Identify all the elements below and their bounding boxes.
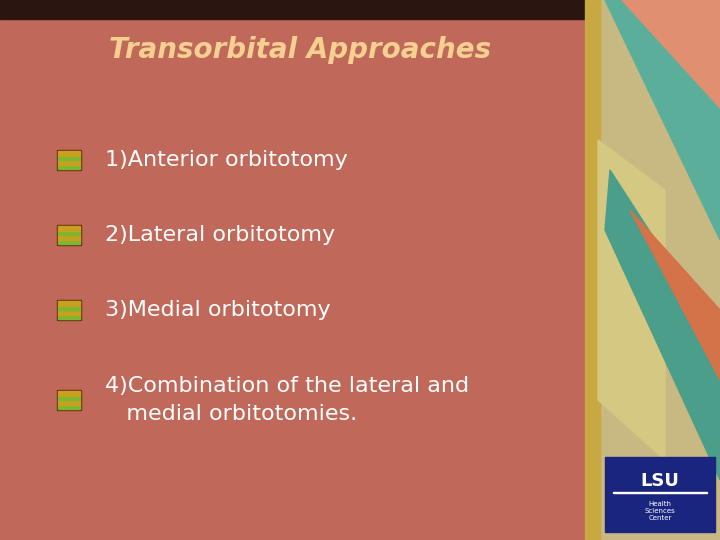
Polygon shape (598, 140, 665, 460)
Bar (605, 457, 715, 532)
Text: 2)Lateral orbitotomy: 2)Lateral orbitotomy (105, 225, 335, 245)
Bar (58, 226, 80, 231)
Text: LSU: LSU (641, 472, 680, 490)
Bar (58, 301, 80, 306)
Bar (585, 0, 600, 540)
Polygon shape (630, 210, 720, 380)
Bar (57, 150, 81, 170)
Polygon shape (610, 0, 720, 160)
Bar (613, 491, 707, 493)
Text: 4)Combination of the lateral and
   medial orbitotomies.: 4)Combination of the lateral and medial … (105, 376, 469, 424)
Text: Transorbital Approaches: Transorbital Approaches (109, 36, 491, 64)
Bar (57, 390, 81, 410)
Bar (600, 0, 720, 540)
Bar (58, 160, 80, 165)
Bar (58, 314, 80, 319)
Bar (58, 391, 80, 395)
Bar (58, 165, 80, 169)
Bar (58, 310, 80, 314)
Bar (58, 231, 80, 235)
Polygon shape (605, 170, 720, 480)
Bar (58, 400, 80, 404)
Polygon shape (605, 0, 720, 240)
Bar (57, 300, 81, 320)
Bar (58, 395, 80, 400)
Bar (58, 306, 80, 310)
Text: 1)Anterior orbitotomy: 1)Anterior orbitotomy (105, 150, 348, 170)
Bar (58, 235, 80, 240)
Bar (0, 0, 720, 19)
Text: 3)Medial orbitotomy: 3)Medial orbitotomy (105, 300, 330, 320)
Text: Health
Sciences
Center: Health Sciences Center (644, 501, 675, 522)
Bar (58, 156, 80, 160)
Bar (58, 151, 80, 156)
Bar (58, 404, 80, 409)
Bar (58, 240, 80, 244)
Bar (57, 225, 81, 245)
